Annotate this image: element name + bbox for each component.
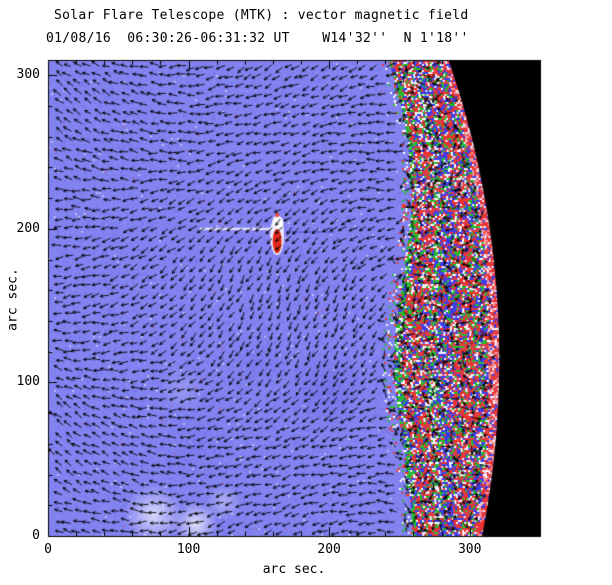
plot-title: Solar Flare Telescope (MTK) : vector mag… <box>54 8 469 23</box>
y-tick-label: 200 <box>16 220 40 236</box>
x-tick-label: 100 <box>176 542 201 557</box>
plot-subtitle: 01/08/16 06:30:26-06:31:32 UT W14'32'' N… <box>46 31 469 46</box>
y-tick-label: 0 <box>32 528 40 543</box>
x-tick-label: 200 <box>317 542 341 557</box>
x-tick-label: 300 <box>457 542 482 557</box>
y-tick-label: 100 <box>16 374 40 390</box>
y-tick-label: 300 <box>16 67 40 83</box>
x-tick-label: 0 <box>44 542 52 557</box>
x-axis-title: arc sec. <box>262 562 326 577</box>
